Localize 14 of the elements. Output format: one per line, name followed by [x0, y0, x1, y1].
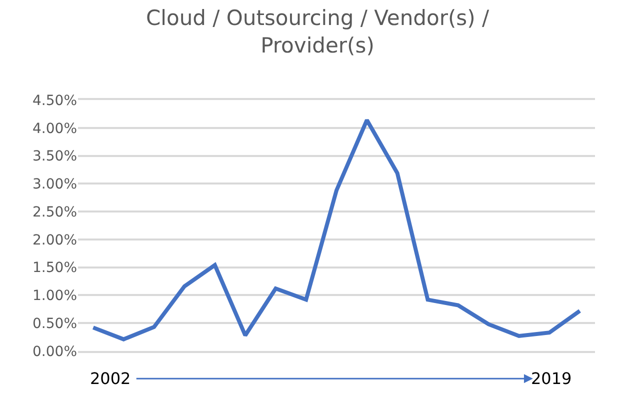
y-tick-label: 0.50%	[32, 316, 77, 332]
line-series	[91, 118, 582, 342]
y-tick-label: 1.00%	[32, 288, 77, 304]
text: 2019	[531, 369, 572, 388]
y-tick-label: 3.50%	[32, 148, 77, 165]
y-tick-label: 1.50%	[32, 260, 77, 276]
text: 2002	[90, 369, 131, 388]
y-tick-label: 3.00%	[32, 176, 77, 193]
y-tick-label: 4.50%	[32, 92, 77, 109]
y-tick-label: 2.50%	[32, 204, 77, 220]
y-tick-label: 2.00%	[32, 232, 77, 248]
y-tick-label: 0.00%	[32, 344, 77, 360]
y-tick-label: 4.00%	[32, 120, 77, 137]
chart-title: Cloud / Outsourcing / Vendor(s) / Provider(s)	[146, 6, 490, 58]
